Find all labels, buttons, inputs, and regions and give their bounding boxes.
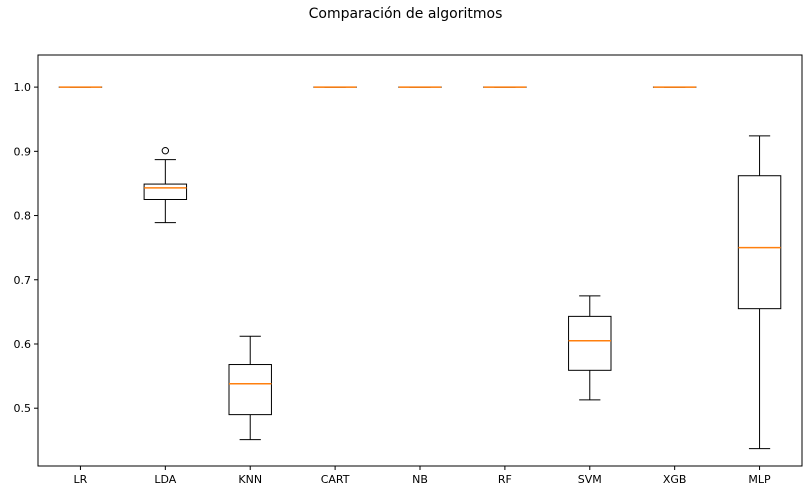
x-tick-label: LR	[74, 473, 88, 486]
y-tick-label: 0.9	[14, 145, 32, 158]
box-lda	[143, 146, 188, 224]
iqr-box	[737, 175, 782, 310]
y-tick-label: 0.8	[14, 210, 32, 223]
x-tick-label: SVM	[578, 473, 602, 486]
plot-frame	[37, 54, 803, 467]
y-tick-label: 0.6	[14, 338, 32, 351]
boxes	[58, 86, 782, 450]
iqr-box	[143, 183, 188, 200]
y-tick-label: 1.0	[14, 81, 32, 94]
x-tick-label: NB	[412, 473, 428, 486]
box-knn	[228, 335, 272, 441]
iqr-box	[228, 364, 272, 416]
x-tick-label: CART	[321, 473, 350, 486]
y-tick-label: 0.5	[14, 402, 32, 415]
x-tick-label: LDA	[154, 473, 176, 486]
x-tick-label: RF	[498, 473, 512, 486]
x-axis: LR LDA KNN CART NB RF SVM XGB MLP	[74, 466, 771, 486]
box-svm	[568, 295, 612, 401]
x-tick-label: XGB	[663, 473, 687, 486]
iqr-box	[568, 315, 612, 371]
x-tick-label: MLP	[748, 473, 771, 486]
box-mlp	[737, 135, 782, 450]
chart-title: Comparación de algoritmos	[308, 6, 503, 22]
outlier-point	[161, 146, 170, 155]
x-tick-label: KNN	[238, 473, 262, 486]
y-tick-label: 0.7	[14, 274, 32, 287]
y-axis: 0.5 0.6 0.7 0.8 0.9 1.0	[14, 81, 38, 415]
